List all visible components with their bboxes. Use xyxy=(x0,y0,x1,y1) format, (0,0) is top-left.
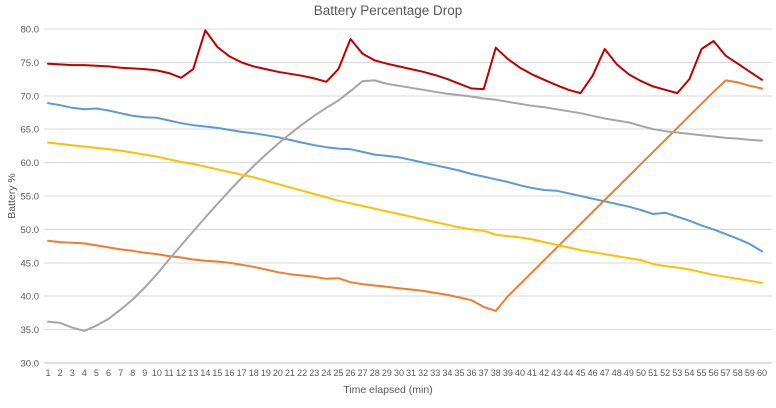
x-tick-label: 13 xyxy=(188,368,198,378)
x-tick-label: 12 xyxy=(176,368,186,378)
x-tick-label: 54 xyxy=(684,368,694,378)
x-tick-label: 5 xyxy=(94,368,99,378)
x-tick-label: 3 xyxy=(70,368,75,378)
x-tick-label: 46 xyxy=(588,368,598,378)
x-tick-label: 22 xyxy=(297,368,307,378)
x-tick-label: 21 xyxy=(285,368,295,378)
x-tick-label: 25 xyxy=(333,368,343,378)
x-tick-label: 40 xyxy=(515,368,525,378)
x-tick-label: 14 xyxy=(200,368,210,378)
y-tick-label: 50.0 xyxy=(21,225,40,236)
x-tick-label: 44 xyxy=(563,368,573,378)
x-tick-label: 60 xyxy=(757,368,767,378)
x-tick-label: 51 xyxy=(648,368,658,378)
x-tick-label: 31 xyxy=(406,368,416,378)
x-tick-label: 39 xyxy=(503,368,513,378)
series-line-gray xyxy=(47,79,763,332)
x-tick-label: 1 xyxy=(45,368,50,378)
x-tick-label: 24 xyxy=(321,368,331,378)
x-tick-label: 57 xyxy=(721,368,731,378)
x-tick-label: 38 xyxy=(491,368,501,378)
x-tick-label: 41 xyxy=(527,368,537,378)
x-tick-label: 32 xyxy=(418,368,428,378)
x-tick-label: 20 xyxy=(273,368,283,378)
x-tick-label: 42 xyxy=(539,368,549,378)
x-tick-label: 8 xyxy=(130,368,135,378)
y-tick-label: 80.0 xyxy=(21,25,40,36)
x-tick-label: 53 xyxy=(672,368,682,378)
y-tick-label: 35.0 xyxy=(21,325,40,336)
x-tick-label: 9 xyxy=(142,368,147,378)
x-tick-label: 37 xyxy=(479,368,489,378)
x-tick-label: 17 xyxy=(237,368,247,378)
x-tick-label: 16 xyxy=(225,368,235,378)
x-tick-label: 26 xyxy=(346,368,356,378)
x-tick-label: 48 xyxy=(612,368,622,378)
series-line-orange xyxy=(47,79,763,312)
series-line-yellow xyxy=(47,141,763,284)
x-tick-label: 35 xyxy=(454,368,464,378)
x-tick-label: 52 xyxy=(660,368,670,378)
x-tick-label: 15 xyxy=(212,368,222,378)
x-axis-title: Time elapsed (min) xyxy=(343,384,433,396)
x-tick-label: 30 xyxy=(394,368,404,378)
x-tick-label: 33 xyxy=(430,368,440,378)
x-tick-label: 50 xyxy=(636,368,646,378)
y-tick-label: 70.0 xyxy=(21,91,40,102)
y-axis-title: Battery % xyxy=(6,173,18,219)
chart-title: Battery Percentage Drop xyxy=(313,3,463,18)
y-tick-label: 55.0 xyxy=(21,192,40,203)
x-tick-label: 29 xyxy=(382,368,392,378)
x-tick-label: 43 xyxy=(551,368,561,378)
x-tick-label: 58 xyxy=(733,368,743,378)
x-tick-label: 11 xyxy=(164,368,173,378)
x-tick-label: 34 xyxy=(442,368,452,378)
x-tick-label: 7 xyxy=(118,368,123,378)
x-tick-label: 27 xyxy=(358,368,368,378)
x-tick-label: 10 xyxy=(152,368,162,378)
x-tick-label: 19 xyxy=(261,368,271,378)
y-tick-label: 75.0 xyxy=(21,58,40,69)
x-tick-label: 49 xyxy=(624,368,634,378)
x-tick-label: 23 xyxy=(309,368,319,378)
x-tick-label: 47 xyxy=(600,368,610,378)
y-tick-label: 40.0 xyxy=(21,292,40,303)
x-tick-label: 56 xyxy=(709,368,719,378)
y-tick-label: 65.0 xyxy=(21,125,40,136)
series-line-blue xyxy=(47,102,763,253)
x-tick-label: 6 xyxy=(106,368,111,378)
x-tick-label: 36 xyxy=(467,368,477,378)
y-tick-label: 60.0 xyxy=(21,158,40,169)
x-tick-label: 18 xyxy=(249,368,259,378)
x-tick-label: 2 xyxy=(58,368,63,378)
x-tick-label: 55 xyxy=(696,368,706,378)
x-tick-label: 28 xyxy=(370,368,380,378)
x-tick-label: 45 xyxy=(575,368,585,378)
x-tick-label: 59 xyxy=(745,368,755,378)
series-line-dark-red xyxy=(47,29,763,95)
x-tick-label: 4 xyxy=(82,368,87,378)
y-tick-label: 45.0 xyxy=(21,258,40,269)
y-tick-label: 30.0 xyxy=(21,359,40,370)
